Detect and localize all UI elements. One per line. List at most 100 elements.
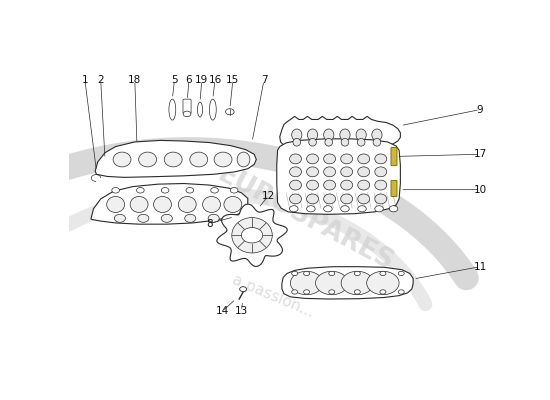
Circle shape [329, 271, 335, 276]
Polygon shape [280, 116, 400, 149]
Ellipse shape [309, 138, 316, 146]
Ellipse shape [375, 167, 387, 177]
Polygon shape [277, 139, 400, 214]
Ellipse shape [289, 167, 301, 177]
Circle shape [211, 188, 218, 193]
Circle shape [340, 206, 349, 212]
Ellipse shape [190, 152, 208, 167]
FancyBboxPatch shape [391, 180, 397, 196]
Ellipse shape [306, 154, 318, 164]
Ellipse shape [178, 196, 196, 212]
Text: 6: 6 [186, 75, 192, 85]
Circle shape [354, 271, 360, 276]
Ellipse shape [372, 129, 382, 141]
Circle shape [161, 188, 169, 193]
Circle shape [398, 290, 404, 294]
Text: 19: 19 [195, 75, 208, 85]
Circle shape [292, 290, 298, 294]
Ellipse shape [237, 152, 250, 167]
Ellipse shape [113, 152, 131, 167]
Text: 2: 2 [97, 75, 104, 85]
Text: 13: 13 [235, 306, 248, 316]
Text: 14: 14 [216, 306, 229, 316]
Circle shape [304, 290, 310, 294]
Ellipse shape [340, 167, 353, 177]
Circle shape [112, 188, 119, 193]
Circle shape [375, 206, 383, 212]
Ellipse shape [325, 138, 333, 146]
Text: 9: 9 [477, 105, 483, 115]
Ellipse shape [306, 167, 318, 177]
Ellipse shape [375, 180, 387, 190]
Ellipse shape [375, 194, 387, 204]
Circle shape [136, 188, 144, 193]
Ellipse shape [289, 194, 301, 204]
Ellipse shape [340, 154, 353, 164]
Ellipse shape [358, 138, 365, 146]
Ellipse shape [224, 196, 242, 212]
Ellipse shape [210, 99, 216, 120]
Circle shape [358, 206, 366, 212]
Ellipse shape [358, 167, 370, 177]
Text: 10: 10 [474, 185, 487, 195]
Text: 12: 12 [262, 191, 275, 201]
Ellipse shape [358, 154, 370, 164]
Ellipse shape [289, 180, 301, 190]
Text: 11: 11 [474, 262, 487, 272]
Text: a passion...: a passion... [230, 272, 316, 320]
Circle shape [323, 206, 332, 212]
Ellipse shape [306, 194, 318, 204]
Ellipse shape [169, 99, 176, 120]
Circle shape [208, 214, 219, 222]
Text: 16: 16 [208, 75, 222, 85]
Polygon shape [95, 140, 256, 177]
Circle shape [186, 188, 194, 193]
Ellipse shape [197, 102, 202, 117]
Text: 1: 1 [81, 75, 88, 85]
Circle shape [292, 271, 298, 276]
Circle shape [138, 214, 149, 222]
Circle shape [389, 206, 398, 212]
Circle shape [185, 214, 196, 222]
Circle shape [183, 111, 191, 117]
Text: 17: 17 [474, 149, 487, 159]
Ellipse shape [323, 154, 336, 164]
Circle shape [289, 206, 298, 212]
Circle shape [341, 271, 373, 295]
Ellipse shape [202, 196, 221, 212]
Ellipse shape [323, 129, 334, 141]
Ellipse shape [358, 194, 370, 204]
Ellipse shape [292, 129, 302, 141]
Circle shape [161, 214, 172, 222]
Polygon shape [91, 184, 248, 224]
Circle shape [114, 214, 125, 222]
Ellipse shape [164, 152, 182, 167]
Text: 15: 15 [226, 75, 239, 85]
Text: 5: 5 [171, 75, 178, 85]
Circle shape [367, 271, 399, 295]
Ellipse shape [358, 180, 370, 190]
Ellipse shape [340, 129, 350, 141]
Circle shape [306, 206, 315, 212]
Ellipse shape [232, 218, 272, 253]
Polygon shape [217, 204, 287, 266]
Ellipse shape [107, 196, 125, 212]
Ellipse shape [214, 152, 232, 167]
Circle shape [230, 188, 238, 193]
Ellipse shape [153, 196, 172, 212]
Ellipse shape [341, 138, 349, 146]
Ellipse shape [340, 194, 353, 204]
Ellipse shape [139, 152, 157, 167]
Ellipse shape [323, 194, 336, 204]
Ellipse shape [306, 180, 318, 190]
Ellipse shape [307, 129, 318, 141]
Ellipse shape [323, 167, 336, 177]
Circle shape [240, 287, 246, 292]
Ellipse shape [289, 154, 301, 164]
Text: 8: 8 [206, 218, 213, 228]
Circle shape [316, 271, 348, 295]
Circle shape [241, 228, 263, 243]
FancyBboxPatch shape [391, 148, 397, 166]
Polygon shape [282, 267, 413, 299]
Circle shape [380, 290, 386, 294]
